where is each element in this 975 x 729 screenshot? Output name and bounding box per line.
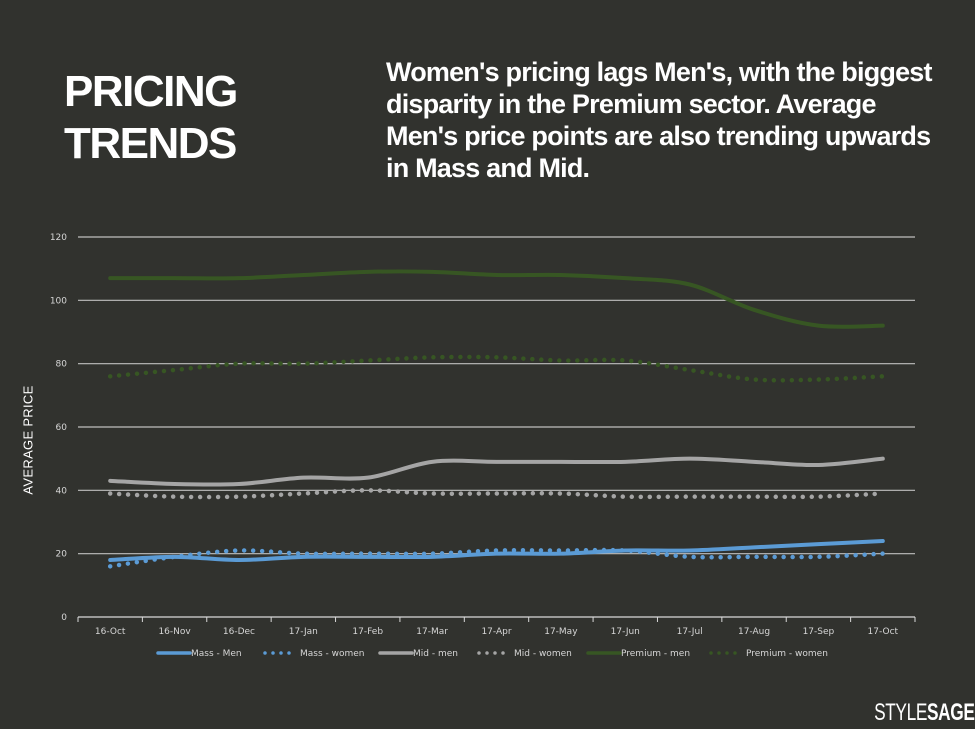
legend-item-mid-women: Mid - women	[477, 649, 572, 659]
legend-label: Mass - women	[300, 649, 365, 659]
series-line-mid-men	[108, 456, 885, 487]
x-tick-label: 17-Mar	[416, 627, 448, 637]
page-title: PRICING TRENDS	[64, 66, 238, 170]
series-line-premium-women	[107, 354, 886, 383]
y-tick-label: 0	[61, 613, 67, 623]
x-tick-label: 17-Jul	[677, 627, 703, 637]
legend-label: Mid - men	[413, 649, 458, 659]
x-tick-label: 17-Jan	[289, 627, 318, 637]
x-tick-label: 17-Jun	[611, 627, 640, 637]
x-axis: 16-Oct 16-Nov 16-Dec 17-Jan 17-Feb 17-Mar 17-A…	[77, 616, 916, 637]
series-lines	[107, 269, 886, 569]
series-line-mass-men	[108, 539, 885, 563]
title-line-1: PRICING	[64, 67, 238, 116]
legend-item-mass-men: Mass - Men	[156, 649, 242, 659]
legend-label: Premium - women	[746, 649, 828, 659]
series-line-premium-men	[108, 269, 885, 329]
y-tick-label: 60	[56, 423, 68, 433]
x-tick-label: 17-Feb	[352, 627, 383, 637]
logo-part-style: STYLE	[874, 699, 928, 726]
logo-part-sage: SAGE	[927, 699, 975, 726]
x-tick-label: 16-Oct	[95, 627, 126, 637]
y-tick-label: 40	[56, 486, 68, 496]
x-tick-label: 17-Oct	[868, 627, 899, 637]
x-tick-label: 16-Nov	[158, 627, 191, 637]
y-tick-label: 20	[56, 550, 68, 560]
x-tick-label: 17-Apr	[481, 627, 511, 637]
legend-item-mid-men: Mid - men	[378, 649, 458, 659]
stylesage-logo: STYLESAGE	[875, 699, 975, 727]
y-tick-label: 80	[56, 360, 68, 370]
x-tick-label: 17-Aug	[738, 627, 770, 637]
series-line-mid-women	[107, 488, 886, 500]
y-tick-label: 100	[50, 296, 67, 306]
title-line-2: TRENDS	[64, 119, 237, 168]
x-tick-label: 17-May	[544, 627, 578, 637]
legend-label: Mass - Men	[191, 649, 242, 659]
y-tick-label: 120	[50, 233, 67, 243]
legend: Mass - Men Mass - women Mid - men Mid - wom…	[156, 649, 828, 659]
legend-item-premium-women: Premium - women	[709, 649, 828, 659]
legend-label: Mid - women	[514, 649, 572, 659]
legend-item-mass-women: Mass - women	[263, 649, 365, 659]
x-tick-label: 17-Sep	[803, 627, 835, 637]
legend-item-premium-men: Premium - men	[586, 649, 690, 659]
series-line-mass-women	[107, 547, 886, 569]
gridlines	[78, 236, 915, 555]
legend-label: Premium - men	[621, 649, 690, 659]
x-tick-label: 16-Dec	[223, 627, 255, 637]
y-tick-labels: 0 20 40 60 80 100 120	[50, 233, 67, 623]
chart-subtitle: Women's pricing lags Men's, with the big…	[386, 57, 933, 183]
